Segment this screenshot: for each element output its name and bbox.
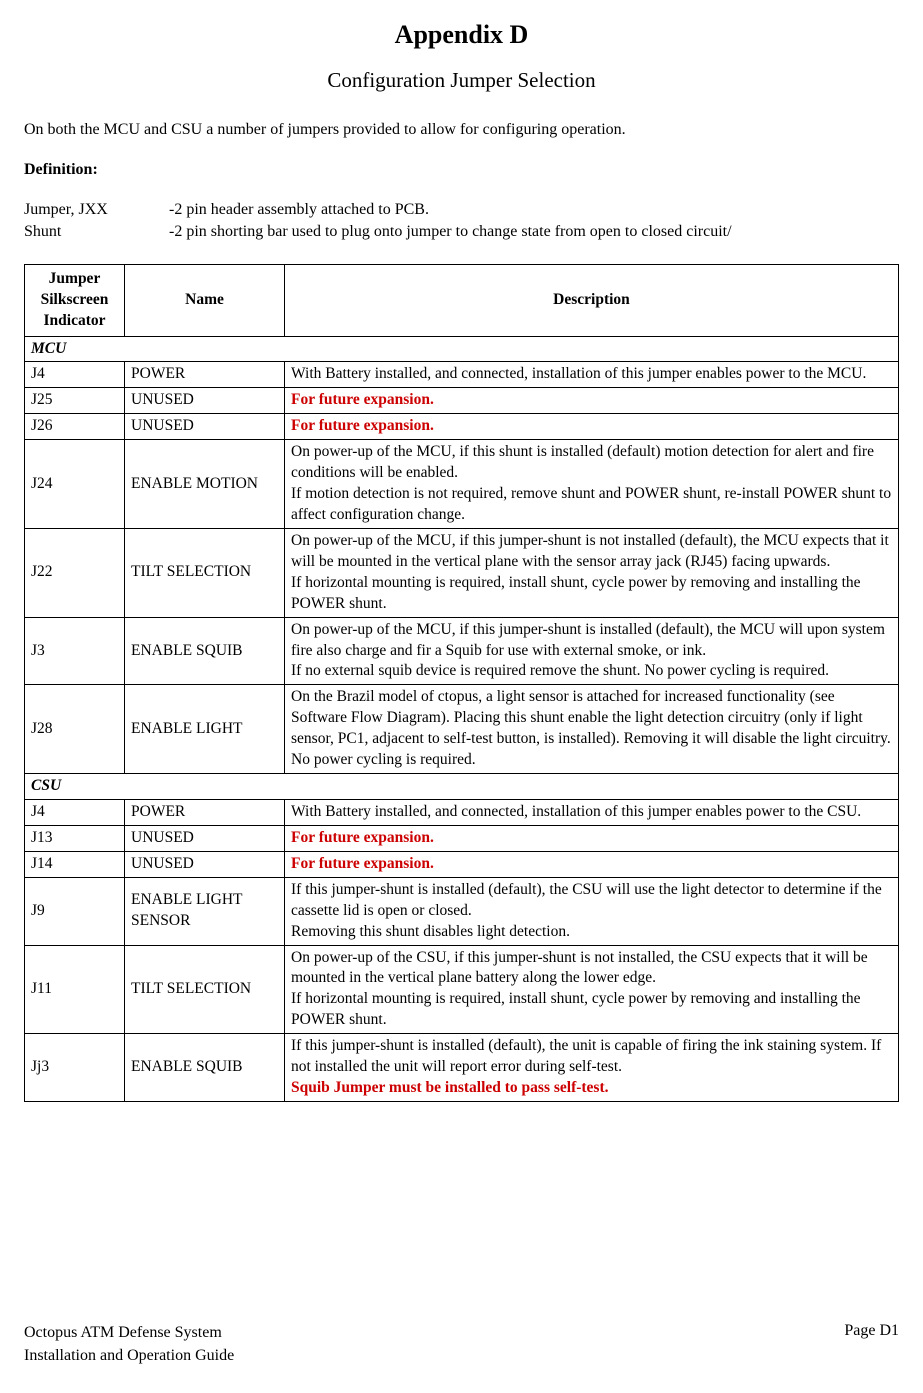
jumper-name: ENABLE SQUIB <box>125 617 285 685</box>
definition-term: Jumper, JXX <box>24 199 169 221</box>
appendix-title: Appendix D <box>24 20 899 50</box>
jumper-description: For future expansion. <box>285 414 899 440</box>
header-description: Description <box>285 264 899 336</box>
table-row: J11TILT SELECTIONOn power-up of the CSU,… <box>25 945 899 1034</box>
footer-page-number: Page D1 <box>844 1322 899 1367</box>
page-footer: Octopus ATM Defense System Installation … <box>24 1322 899 1367</box>
table-row: J25UNUSED For future expansion. <box>25 388 899 414</box>
table-row: J22TILT SELECTIONOn power-up of the MCU,… <box>25 528 899 617</box>
section-label: CSU <box>25 774 899 800</box>
header-name: Name <box>125 264 285 336</box>
jumper-id: J28 <box>25 685 125 774</box>
jumper-id: J26 <box>25 414 125 440</box>
section-label: MCU <box>25 336 899 362</box>
definitions-block: Jumper, JXX -2 pin header assembly attac… <box>24 199 899 244</box>
jumper-name: TILT SELECTION <box>125 945 285 1034</box>
jumper-id: Jj3 <box>25 1034 125 1102</box>
jumper-id: J4 <box>25 362 125 388</box>
jumper-id: J11 <box>25 945 125 1034</box>
jumper-description: For future expansion. <box>285 851 899 877</box>
jumper-description: For future expansion. <box>285 388 899 414</box>
jumper-description: With Battery installed, and connected, i… <box>285 799 899 825</box>
jumper-id: J24 <box>25 440 125 529</box>
jumper-description: On the Brazil model of ctopus, a light s… <box>285 685 899 774</box>
table-row: Jj3ENABLE SQUIBIf this jumper-shunt is i… <box>25 1034 899 1102</box>
jumper-id: J4 <box>25 799 125 825</box>
jumper-name: UNUSED <box>125 825 285 851</box>
jumper-table: Jumper Silkscreen Indicator Name Descrip… <box>24 264 899 1102</box>
definition-term: Shunt <box>24 221 169 243</box>
table-row: J26UNUSED For future expansion. <box>25 414 899 440</box>
table-row: J28ENABLE LIGHTOn the Brazil model of ct… <box>25 685 899 774</box>
future-expansion-text: For future expansion. <box>291 829 434 846</box>
jumper-id: J9 <box>25 877 125 945</box>
jumper-name: POWER <box>125 799 285 825</box>
jumper-description: If this jumper-shunt is installed (defau… <box>285 877 899 945</box>
definition-heading: Definition: <box>24 161 899 179</box>
jumper-name: TILT SELECTION <box>125 528 285 617</box>
definition-desc: -2 pin header assembly attached to PCB. <box>169 199 899 221</box>
jumper-name: ENABLE LIGHT <box>125 685 285 774</box>
jumper-description: On power-up of the CSU, if this jumper-s… <box>285 945 899 1034</box>
table-header-row: Jumper Silkscreen Indicator Name Descrip… <box>25 264 899 336</box>
jumper-description: With Battery installed, and connected, i… <box>285 362 899 388</box>
table-row: J3ENABLE SQUIBOn power-up of the MCU, if… <box>25 617 899 685</box>
table-row: J14UNUSED For future expansion. <box>25 851 899 877</box>
appendix-subtitle: Configuration Jumper Selection <box>24 68 899 93</box>
jumper-name: UNUSED <box>125 414 285 440</box>
jumper-description: For future expansion. <box>285 825 899 851</box>
future-expansion-text: For future expansion. <box>291 391 434 408</box>
future-expansion-text: For future expansion. <box>291 855 434 872</box>
jumper-id: J13 <box>25 825 125 851</box>
future-expansion-text: For future expansion. <box>291 417 434 434</box>
jumper-name: ENABLE SQUIB <box>125 1034 285 1102</box>
table-row: J13UNUSED For future expansion. <box>25 825 899 851</box>
section-row-csu: CSU <box>25 774 899 800</box>
definition-row: Shunt -2 pin shorting bar used to plug o… <box>24 221 899 243</box>
jumper-id: J3 <box>25 617 125 685</box>
footer-line-1: Octopus ATM Defense System <box>24 1322 234 1344</box>
jumper-description: On power-up of the MCU, if this jumper-s… <box>285 528 899 617</box>
intro-text: On both the MCU and CSU a number of jump… <box>24 121 899 139</box>
jumper-name: ENABLE LIGHT SENSOR <box>125 877 285 945</box>
jumper-id: J22 <box>25 528 125 617</box>
jumper-id: J14 <box>25 851 125 877</box>
table-row: J4POWERWith Battery installed, and conne… <box>25 799 899 825</box>
table-row: J24ENABLE MOTIONOn power-up of the MCU, … <box>25 440 899 529</box>
jumper-id: J25 <box>25 388 125 414</box>
warning-text: Squib Jumper must be installed to pass s… <box>291 1079 609 1096</box>
definition-desc: -2 pin shorting bar used to plug onto ju… <box>169 221 899 243</box>
jumper-description: If this jumper-shunt is installed (defau… <box>285 1034 899 1102</box>
jumper-description: On power-up of the MCU, if this jumper-s… <box>285 617 899 685</box>
table-row: J4POWERWith Battery installed, and conne… <box>25 362 899 388</box>
table-row: J9ENABLE LIGHT SENSORIf this jumper-shun… <box>25 877 899 945</box>
jumper-name: UNUSED <box>125 388 285 414</box>
definition-row: Jumper, JXX -2 pin header assembly attac… <box>24 199 899 221</box>
section-row-mcu: MCU <box>25 336 899 362</box>
jumper-name: POWER <box>125 362 285 388</box>
jumper-description: On power-up of the MCU, if this shunt is… <box>285 440 899 529</box>
footer-line-2: Installation and Operation Guide <box>24 1345 234 1367</box>
jumper-name: UNUSED <box>125 851 285 877</box>
header-jumper: Jumper Silkscreen Indicator <box>25 264 125 336</box>
jumper-name: ENABLE MOTION <box>125 440 285 529</box>
